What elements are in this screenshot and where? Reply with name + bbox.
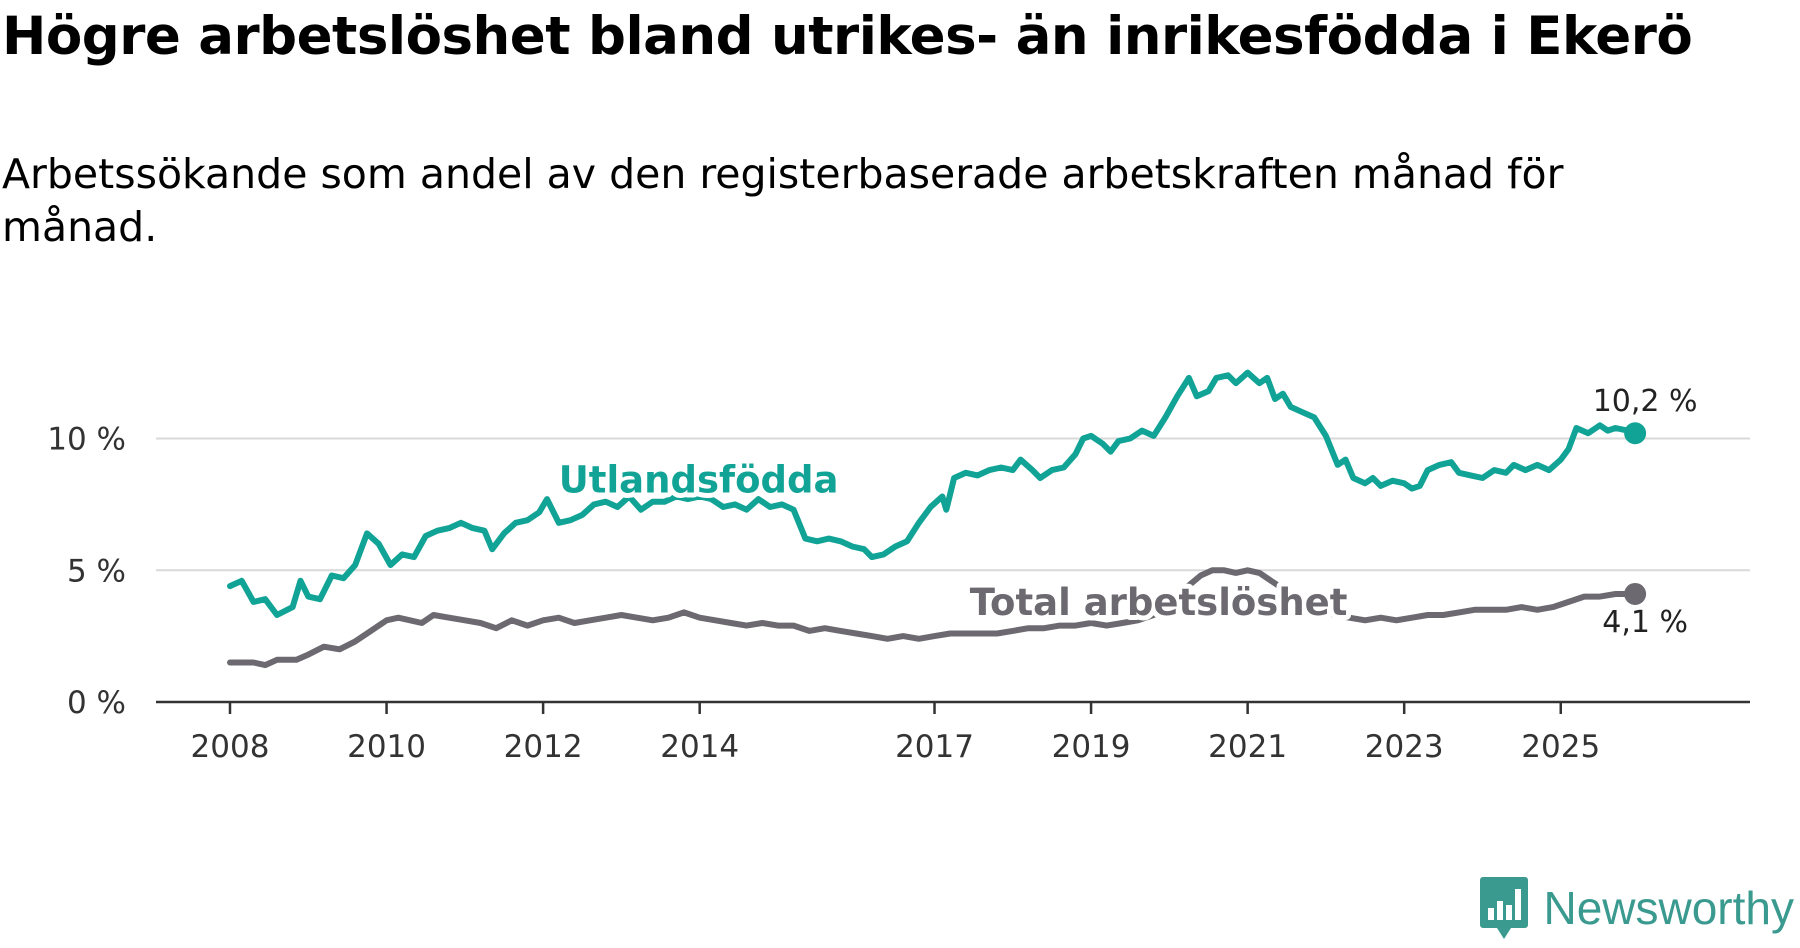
bar-chart-icon: [1480, 877, 1529, 939]
total-end-label: 4,1 %: [1602, 605, 1688, 640]
x-tick-label: 2023: [1365, 729, 1444, 765]
total-label: Total arbetslöshet: [970, 581, 1348, 624]
utlandsfodda-label: Utlandsfödda: [559, 459, 839, 502]
chart-subtitle: Arbetssökande som andel av den registerb…: [2, 150, 1564, 251]
chart-title: Högre arbetslöshet bland utrikes- än inr…: [2, 6, 1693, 67]
utlandsfodda-end-label: 10,2 %: [1593, 384, 1698, 419]
x-tick-label: 2012: [504, 729, 583, 765]
x-tick-label: 2010: [347, 729, 426, 765]
x-tick-label: 2017: [895, 729, 974, 765]
x-tick-label: 2019: [1052, 729, 1131, 765]
y-tick-label: 0 %: [67, 685, 126, 721]
utlandsfodda-line: [227, 369, 1639, 618]
utlandsfodda-end-point: [1624, 422, 1647, 445]
newsworthy-logo: Newsworthy: [1479, 868, 1794, 948]
y-tick-label: 10 %: [47, 422, 126, 458]
total-line: [227, 567, 1639, 669]
y-tick-label: 5 %: [67, 553, 126, 589]
x-tick-label: 2021: [1208, 729, 1287, 765]
total-end-point: [1624, 582, 1647, 605]
x-tick-label: 2025: [1521, 729, 1600, 765]
x-tick-label: 2014: [660, 729, 739, 765]
brand-name: Newsworthy: [1543, 882, 1794, 934]
x-tick-label: 2008: [191, 729, 270, 765]
